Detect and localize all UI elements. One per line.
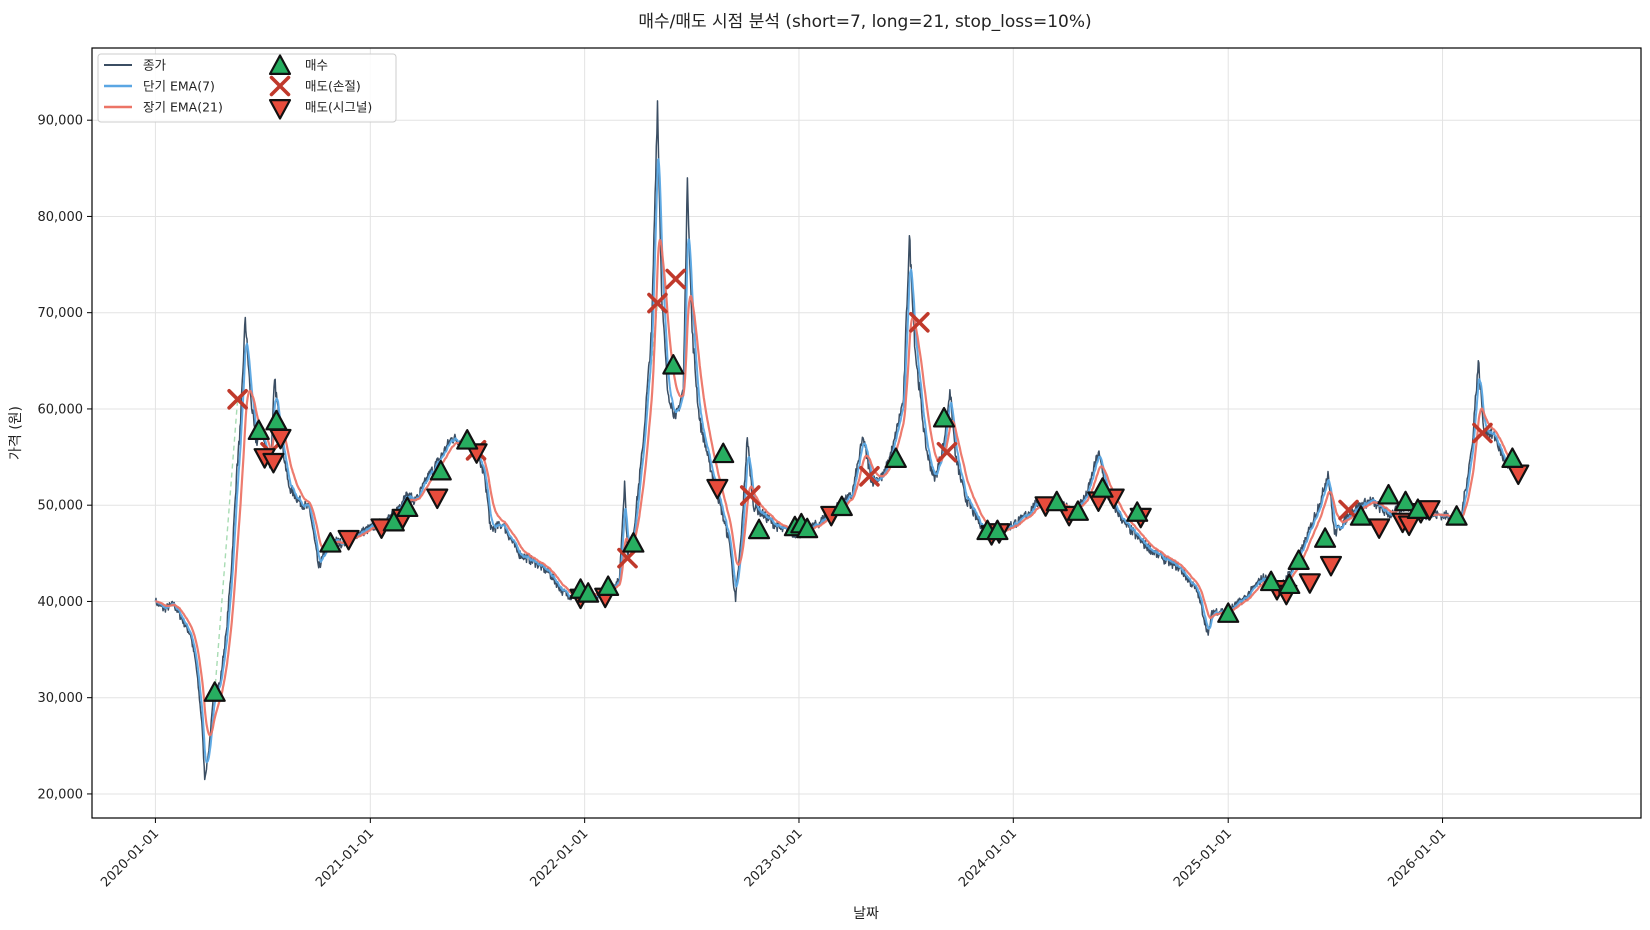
legend: 종가 단기 EMA(7) 장기 EMA(21) 매수 매도(손절) 매도(시그널…	[97, 53, 397, 123]
buy-marker	[1278, 573, 1301, 595]
buy-marker	[1091, 477, 1114, 498]
stop-loss-marker	[647, 292, 668, 314]
signal-sell-marker	[706, 478, 729, 500]
legend-label-ema-short: 단기 EMA(7)	[143, 79, 215, 94]
stop-loss-stroke	[227, 389, 248, 410]
buy-marker	[382, 510, 405, 532]
buy-marker	[932, 406, 956, 428]
buy-marker	[597, 575, 620, 596]
stop-loss-marker	[936, 441, 958, 463]
stop-loss-marker	[739, 485, 761, 506]
y-tick-label: 50,000	[38, 499, 84, 514]
buy-marker	[884, 447, 907, 468]
buy-marker	[1406, 498, 1429, 519]
stop-loss-stroke	[269, 75, 291, 97]
buy-marker	[1066, 500, 1089, 521]
signal-sell-marker	[1298, 573, 1321, 594]
stop-loss-marker	[1338, 499, 1359, 521]
buy-marker	[1045, 490, 1068, 512]
buy-marker	[456, 429, 479, 450]
buy-marker	[830, 495, 853, 517]
y-tick-label: 30,000	[38, 691, 84, 706]
buy-marker	[1349, 505, 1372, 526]
buy-marker	[1314, 527, 1337, 548]
y-tick-label: 80,000	[38, 210, 84, 225]
stop-loss-stroke	[739, 485, 761, 506]
stop-loss-stroke	[665, 268, 686, 290]
stop-loss-marker	[665, 268, 686, 290]
buy-marker	[796, 517, 819, 539]
legend-label-close: 종가	[143, 58, 167, 73]
y-tick-label: 60,000	[38, 402, 84, 417]
legend-label-signal-sell: 매도(시그널)	[305, 100, 372, 115]
grid	[92, 48, 1641, 818]
buy-marker	[1287, 549, 1310, 570]
legend-label-stop-loss: 매도(손절)	[305, 79, 361, 94]
signal-sell-marker	[262, 452, 285, 474]
buy-marker	[662, 354, 685, 375]
buy-marker	[1126, 501, 1149, 522]
y-axis: 20,000 30,000 40,000 50,000 60,000 70,000 80,0…	[38, 114, 92, 802]
plot-frame	[91, 47, 1642, 819]
buy-marker	[1259, 570, 1283, 592]
buy-marker	[396, 496, 419, 518]
x-axis-label: 날짜	[853, 906, 879, 922]
legend-stop-loss-glyph	[269, 75, 291, 97]
legend-signal-sell-glyph	[268, 99, 292, 120]
legend-label-buy: 매수	[305, 58, 328, 73]
buy-marker	[1377, 483, 1400, 505]
stop-loss-marker	[859, 466, 880, 487]
buy-marker	[747, 518, 771, 540]
chart-title: 매수/매도 시점 분석 (short=7, long=21, stop_loss…	[638, 12, 1091, 32]
buy-marker	[986, 519, 1009, 541]
y-tick-label: 40,000	[38, 595, 84, 610]
buy-marker	[1217, 602, 1240, 623]
buy-marker	[203, 681, 226, 702]
legend-box	[97, 53, 397, 123]
legend-marker-signal-sell	[268, 99, 292, 120]
signal-sell-marker	[1368, 518, 1391, 539]
legend-marker-stop-loss	[269, 75, 291, 97]
buy-marker	[247, 419, 270, 441]
signal-sell-marker	[337, 529, 360, 551]
buy-marker	[622, 532, 645, 553]
buy-marker	[1445, 505, 1468, 526]
buy-marker	[712, 442, 735, 464]
stop-loss-marker	[1472, 422, 1493, 444]
stop-loss-stroke	[647, 292, 668, 314]
stop-loss-stroke	[859, 466, 880, 487]
buy-marker	[577, 582, 600, 603]
buy-marker	[265, 409, 288, 431]
y-tick-label: 20,000	[38, 787, 84, 802]
buy-marker	[1501, 447, 1524, 468]
trade-link-line	[214, 399, 239, 693]
legend-label-ema-long: 장기 EMA(21)	[143, 100, 223, 115]
signal-sell-marker	[1319, 555, 1343, 577]
y-axis-label: 가격 (원)	[8, 406, 24, 460]
legend-marker-buy	[268, 54, 292, 75]
legend-buy-glyph	[268, 54, 292, 75]
buy-marker	[319, 532, 342, 553]
stop-loss-marker	[227, 389, 248, 410]
stop-loss-stroke	[909, 312, 930, 333]
stop-loss-stroke	[936, 441, 958, 463]
plot-area	[154, 100, 1530, 781]
y-tick-label: 70,000	[38, 306, 84, 321]
stop-loss-stroke	[1472, 422, 1493, 444]
stop-loss-stroke	[1338, 499, 1359, 521]
signal-sell-marker	[426, 488, 449, 510]
buy-marker	[1394, 490, 1417, 512]
y-tick-label: 90,000	[38, 114, 84, 129]
stop-loss-marker	[909, 312, 930, 333]
buy-marker	[429, 459, 452, 481]
